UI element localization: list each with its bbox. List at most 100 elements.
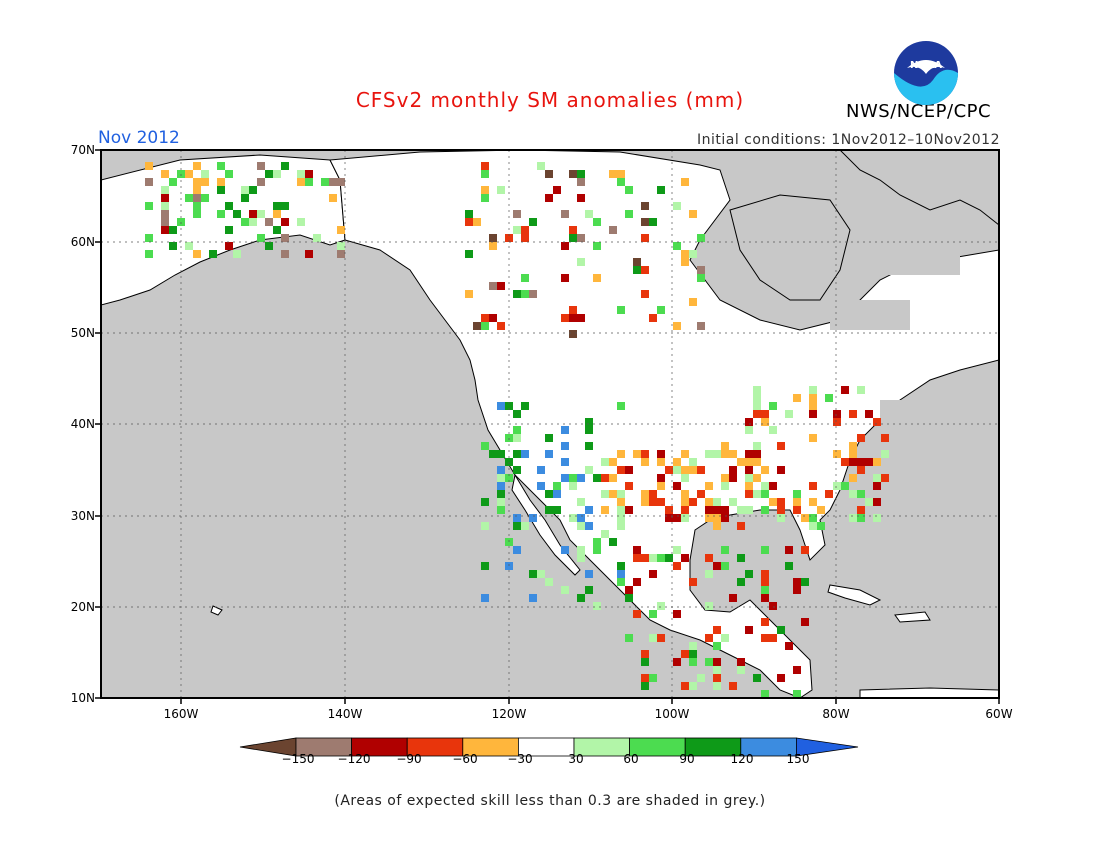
anomaly-cell: [697, 274, 705, 282]
anomaly-cell: [705, 450, 713, 458]
anomaly-cell: [777, 506, 785, 514]
anomaly-cell: [593, 274, 601, 282]
anomaly-cell: [617, 402, 625, 410]
anomaly-cell: [689, 498, 697, 506]
anomaly-cell: [577, 194, 585, 202]
anomaly-cell: [849, 514, 857, 522]
lon-label-160w: 160W: [163, 707, 199, 721]
anomaly-cell: [689, 658, 697, 666]
anomaly-cell: [689, 458, 697, 466]
anomaly-cell: [497, 186, 505, 194]
anomaly-cell: [793, 666, 801, 674]
anomaly-cell: [729, 682, 737, 690]
anomaly-cell: [617, 170, 625, 178]
anomaly-cell: [769, 498, 777, 506]
anomaly-cell: [873, 498, 881, 506]
anomaly-cell: [753, 674, 761, 682]
anomaly-cell: [545, 450, 553, 458]
anomaly-cell: [489, 450, 497, 458]
anomaly-cell: [841, 458, 849, 466]
low-skill-regions: [830, 245, 960, 440]
anomaly-cell: [785, 562, 793, 570]
anomaly-cell: [713, 514, 721, 522]
anomaly-cell: [529, 514, 537, 522]
anomaly-cell: [497, 490, 505, 498]
anomaly-cell: [641, 490, 649, 498]
anomaly-cell: [145, 250, 153, 258]
anomaly-cell: [657, 186, 665, 194]
anomaly-cell: [305, 170, 313, 178]
anomaly-cell: [833, 450, 841, 458]
anomaly-cell: [833, 418, 841, 426]
anomaly-cell: [297, 218, 305, 226]
anomaly-cell: [745, 506, 753, 514]
anomaly-cell: [569, 474, 577, 482]
anomaly-cell: [665, 514, 673, 522]
anomaly-cell: [577, 314, 585, 322]
anomaly-cell: [745, 482, 753, 490]
anomaly-cell: [729, 450, 737, 458]
anomaly-cell: [561, 314, 569, 322]
anomaly-cell: [825, 394, 833, 402]
anomaly-cell: [809, 394, 817, 402]
anomaly-cell: [593, 218, 601, 226]
anomaly-cell: [681, 682, 689, 690]
anomaly-cell: [465, 210, 473, 218]
anomaly-cell: [489, 234, 497, 242]
anomaly-cell: [873, 514, 881, 522]
anomaly-cell: [305, 178, 313, 186]
anomaly-cell: [657, 634, 665, 642]
anomaly-cell: [577, 522, 585, 530]
anomaly-cell: [329, 194, 337, 202]
anomaly-cell: [809, 386, 817, 394]
anomaly-cell: [769, 482, 777, 490]
anomaly-cell: [225, 170, 233, 178]
anomaly-cell: [745, 570, 753, 578]
anomaly-cell: [569, 482, 577, 490]
anomaly-cell: [585, 570, 593, 578]
anomaly-cell: [681, 466, 689, 474]
anomaly-cell: [473, 218, 481, 226]
anomaly-cell: [513, 226, 521, 234]
anomaly-cell: [737, 658, 745, 666]
anomaly-cell: [873, 458, 881, 466]
anomaly-cell: [633, 258, 641, 266]
anomaly-cell: [529, 290, 537, 298]
anomaly-cell: [145, 202, 153, 210]
anomaly-cell: [761, 690, 769, 698]
anomaly-cell: [617, 490, 625, 498]
anomaly-cell: [145, 234, 153, 242]
colorbar-label-m90: −90: [396, 752, 422, 766]
anomaly-cell: [161, 202, 169, 210]
anomaly-cell: [193, 210, 201, 218]
anomaly-cell: [809, 482, 817, 490]
anomaly-cell: [481, 594, 489, 602]
anomaly-cell: [593, 242, 601, 250]
colorbar-label-m150: −150: [281, 752, 315, 766]
anomaly-cell: [585, 442, 593, 450]
anomaly-cell: [705, 634, 713, 642]
anomaly-cell: [745, 474, 753, 482]
anomaly-cell: [233, 250, 241, 258]
anomaly-cell: [681, 506, 689, 514]
anomaly-cell: [545, 506, 553, 514]
anomaly-cell: [777, 626, 785, 634]
anomaly-cell: [537, 466, 545, 474]
anomaly-cell: [713, 674, 721, 682]
anomaly-cell: [657, 554, 665, 562]
anomaly-cell: [729, 498, 737, 506]
anomaly-cell: [633, 266, 641, 274]
colorbar-label-60: 60: [623, 752, 639, 766]
anomaly-cell: [521, 274, 529, 282]
anomaly-cell: [665, 466, 673, 474]
anomaly-cell: [689, 466, 697, 474]
anomaly-cell: [161, 226, 169, 234]
anomaly-cell: [641, 218, 649, 226]
anomaly-cell: [497, 498, 505, 506]
colorbar-label-90: 90: [679, 752, 695, 766]
anomaly-cell: [577, 170, 585, 178]
anomaly-cell: [161, 170, 169, 178]
anomaly-cell: [481, 314, 489, 322]
anomaly-cell: [617, 514, 625, 522]
anomaly-cell: [521, 234, 529, 242]
